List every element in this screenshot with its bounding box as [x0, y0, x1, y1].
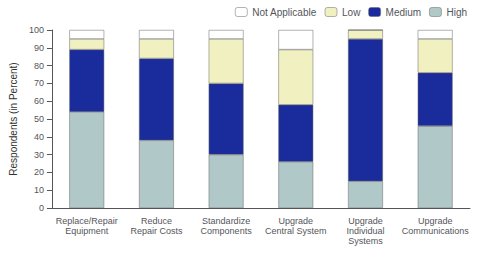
svg-text:High: High — [446, 7, 467, 18]
svg-text:60: 60 — [34, 96, 44, 106]
svg-text:Equipment: Equipment — [65, 226, 109, 236]
svg-text:Medium: Medium — [386, 7, 422, 18]
svg-text:Low: Low — [342, 7, 361, 18]
svg-text:Repair Costs: Repair Costs — [130, 226, 183, 236]
svg-text:90: 90 — [34, 43, 44, 53]
svg-text:Reduce: Reduce — [141, 216, 172, 226]
svg-text:Central System: Central System — [265, 226, 327, 236]
svg-text:0: 0 — [39, 203, 44, 213]
svg-text:100: 100 — [29, 25, 44, 35]
svg-text:Upgrade: Upgrade — [279, 216, 314, 226]
svg-text:Systems: Systems — [348, 236, 383, 246]
svg-text:Upgrade: Upgrade — [418, 216, 453, 226]
svg-text:80: 80 — [34, 61, 44, 71]
svg-text:Not Applicable: Not Applicable — [252, 7, 316, 18]
svg-text:Communications: Communications — [402, 226, 470, 236]
svg-text:50: 50 — [34, 114, 44, 124]
svg-text:Upgrade: Upgrade — [348, 216, 383, 226]
svg-text:70: 70 — [34, 78, 44, 88]
svg-text:30: 30 — [34, 150, 44, 160]
svg-text:20: 20 — [34, 167, 44, 177]
svg-text:Standardize: Standardize — [202, 216, 250, 226]
svg-text:Respondents (in Percent): Respondents (in Percent) — [8, 62, 19, 175]
svg-text:Individual: Individual — [346, 226, 384, 236]
svg-text:40: 40 — [34, 132, 44, 142]
svg-text:Components: Components — [201, 226, 253, 236]
svg-text:Replace/Repair: Replace/Repair — [56, 216, 118, 226]
svg-text:10: 10 — [34, 185, 44, 195]
